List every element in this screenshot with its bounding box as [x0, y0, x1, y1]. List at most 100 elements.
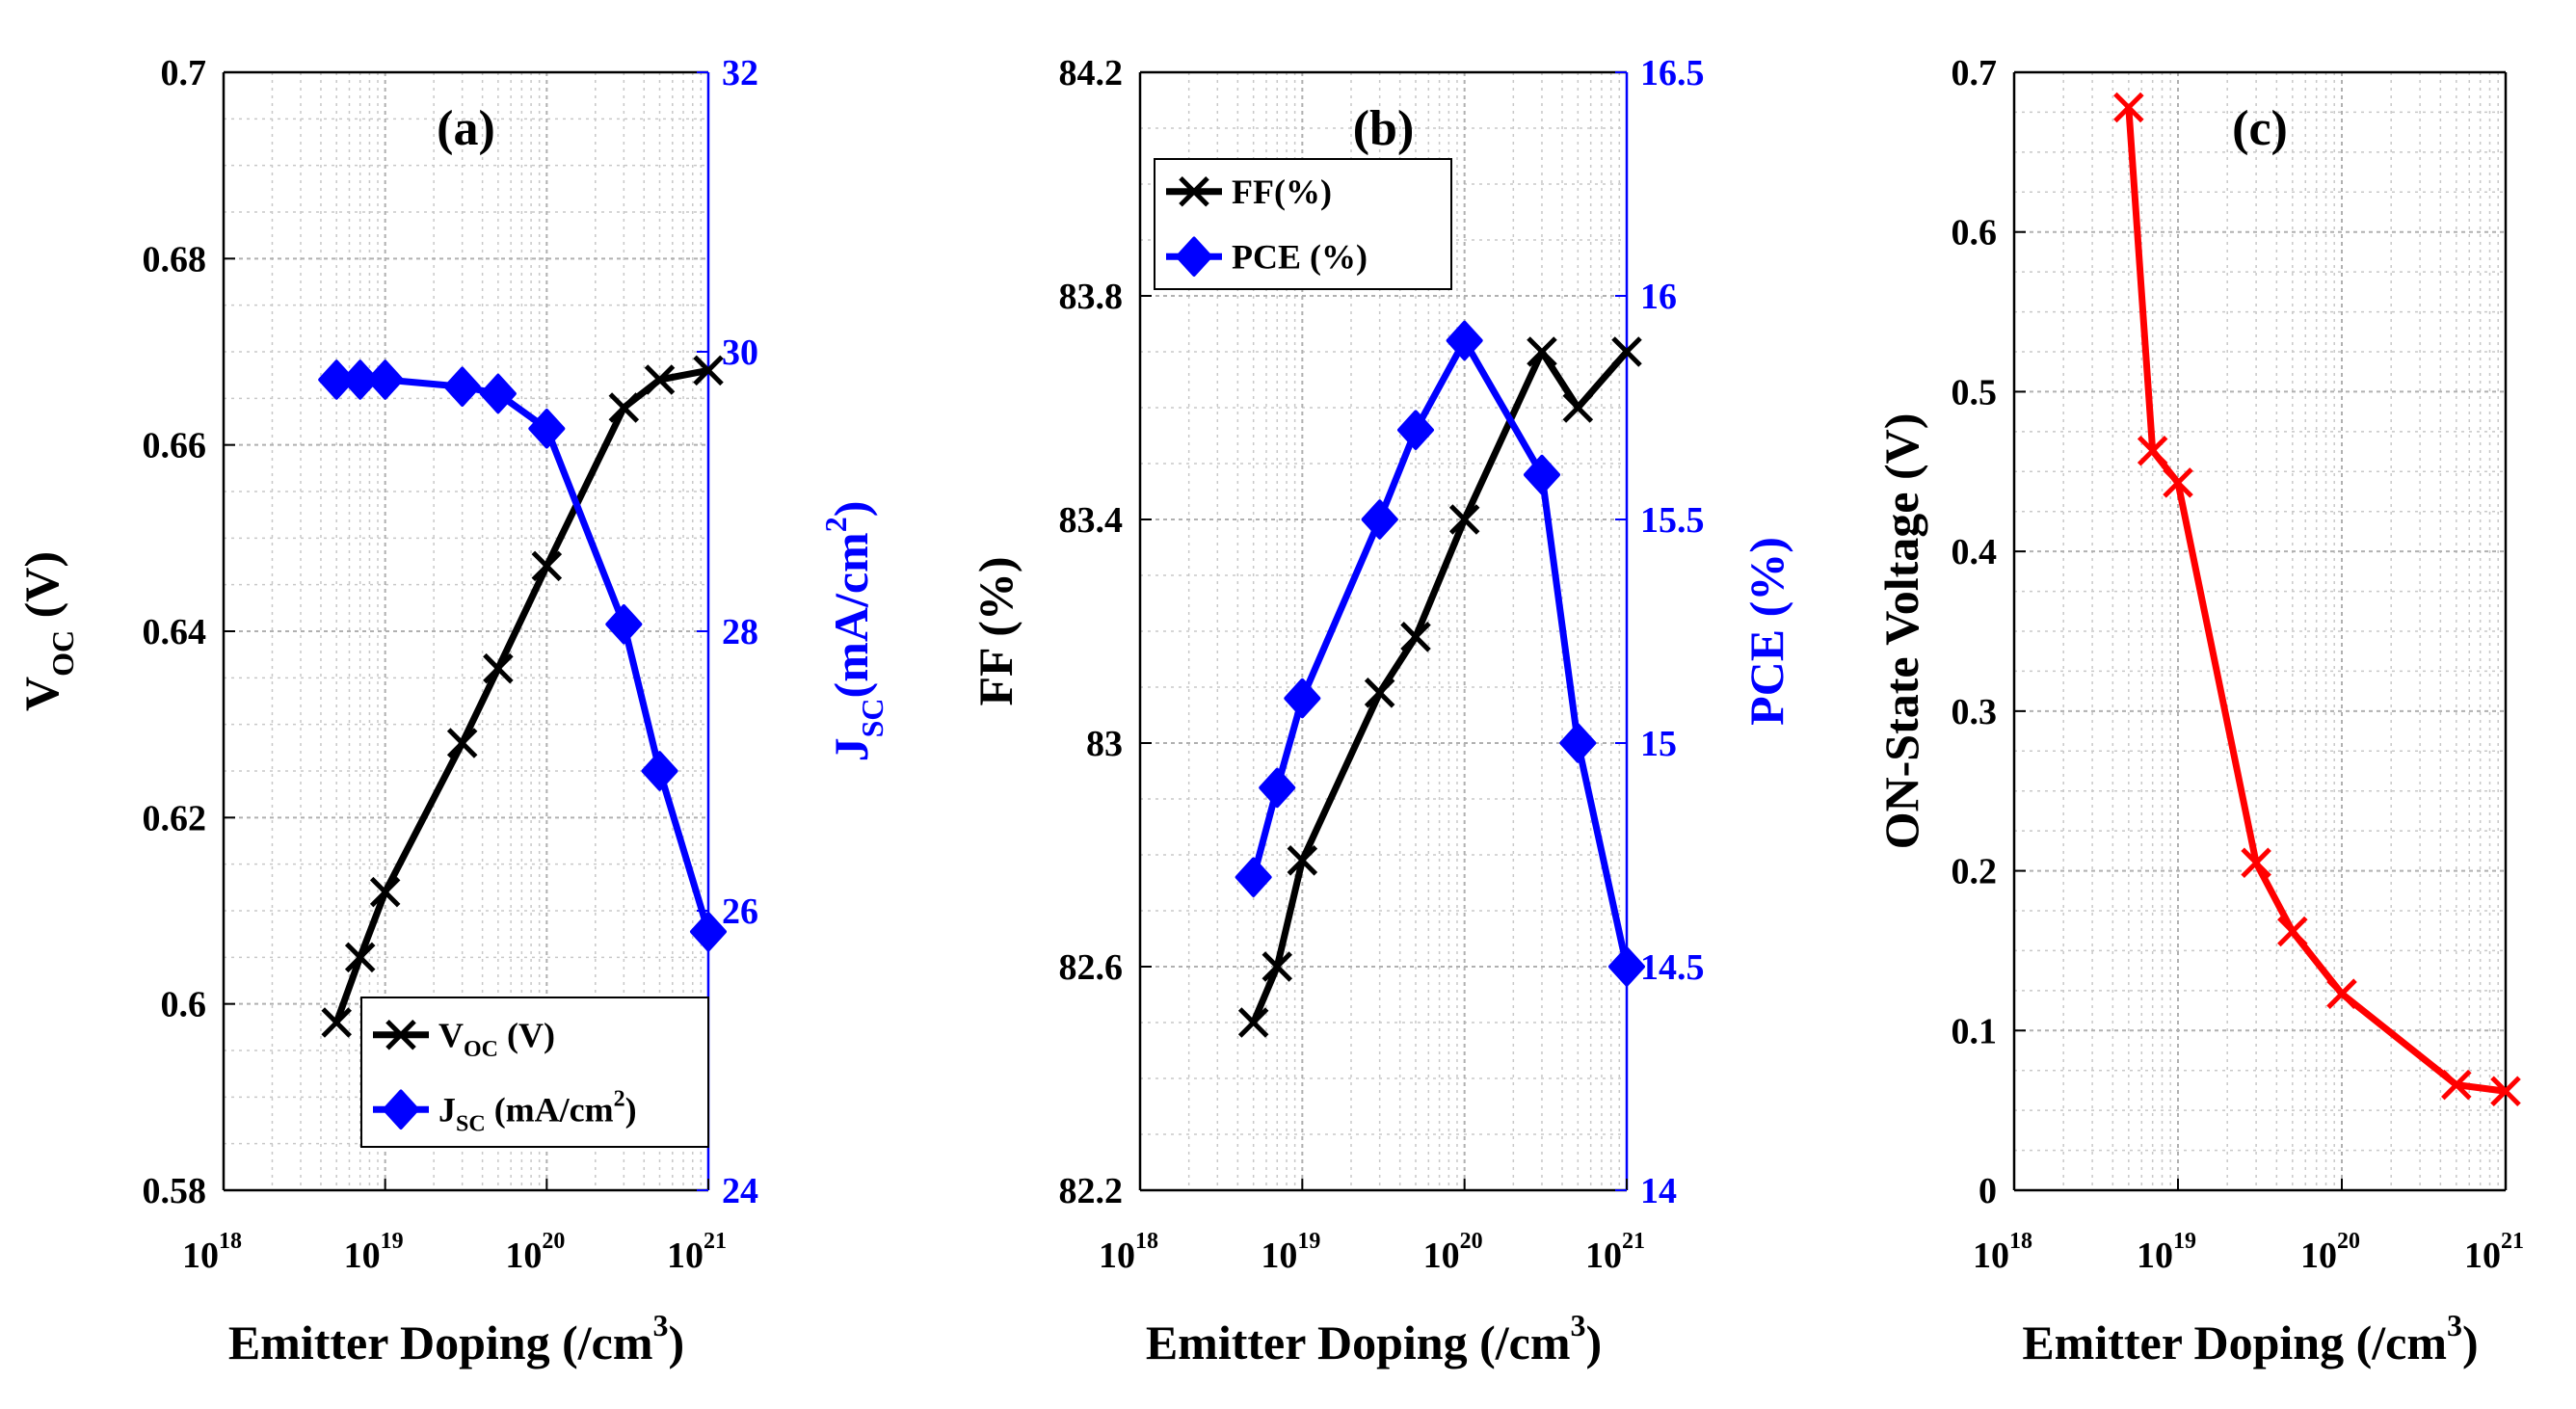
marker-stroke	[369, 876, 401, 908]
x-tick-label: 1021	[1585, 1229, 1645, 1276]
x-tick-exponent: 18	[219, 1229, 242, 1254]
y-tick-label-left: 0.64	[143, 612, 207, 652]
data-point	[1259, 767, 1296, 809]
x-axis-label-close: )	[2462, 1316, 2479, 1369]
y-axis-label-left: VOC (V)	[14, 551, 80, 711]
data-point	[1446, 320, 1483, 361]
data-point	[1287, 845, 1318, 876]
y-tick-label-left: 0.1	[1952, 1011, 1998, 1051]
data-point	[1608, 946, 1645, 987]
y-tick-label-right: 16	[1640, 277, 1677, 317]
marker-stroke	[1527, 336, 1557, 367]
panel-title: (a)	[437, 101, 495, 156]
data-point	[2277, 916, 2308, 947]
legend-label-text: V	[438, 1016, 464, 1054]
data-point	[479, 373, 517, 414]
data-point	[2441, 1069, 2472, 1101]
y-tick-label-left: 0.2	[1952, 852, 1998, 892]
x-tick-exponent: 20	[1460, 1229, 1483, 1254]
legend-marker	[385, 1019, 416, 1050]
series-1	[321, 355, 724, 1038]
marker-stroke	[608, 392, 640, 423]
x-tick-exponent: 18	[2009, 1229, 2032, 1254]
data-point	[1527, 336, 1557, 367]
marker-stroke	[1179, 175, 1209, 207]
marker-stroke	[1562, 392, 1594, 423]
legend-marker	[1176, 236, 1212, 277]
data-point	[443, 366, 481, 407]
x-axis-label: Emitter Doping (/cm3)	[1146, 1308, 1602, 1369]
y-tick-label-left: 0.66	[143, 426, 207, 466]
legend-label-subscript: SC	[456, 1111, 486, 1136]
x-tick-base: 10	[1973, 1236, 2009, 1276]
legend-box	[360, 997, 709, 1148]
y-tick-label-right: 30	[722, 332, 758, 373]
data-point	[1611, 336, 1642, 367]
legend-label-rest: (mA/cm	[486, 1090, 614, 1129]
x-tick-base: 10	[1585, 1236, 1622, 1276]
x-tick-label: 1018	[1099, 1229, 1158, 1276]
x-tick-base: 10	[344, 1236, 381, 1276]
x-tick-label: 1019	[344, 1229, 404, 1276]
marker-stroke	[2490, 1076, 2521, 1107]
data-point	[344, 942, 376, 973]
data-point	[2326, 978, 2357, 1009]
y-axis-label-left-subscript: OC	[45, 630, 80, 677]
data-point	[690, 912, 727, 952]
marker-stroke	[2241, 847, 2271, 879]
marker-stroke	[1261, 951, 1293, 982]
y-tick-label-left: 83.4	[1059, 500, 1124, 541]
x-tick-label: 1019	[1261, 1229, 1320, 1276]
legend-label: FF(%)	[1232, 173, 1332, 211]
marker-stroke	[2326, 978, 2357, 1009]
data-point	[1400, 622, 1431, 652]
x-tick-exponent: 21	[1622, 1229, 1645, 1254]
x-tick-label: 1020	[2300, 1229, 2360, 1276]
y-axis-label-left-text: V	[14, 677, 68, 711]
y-axis-label-right-rest: (mA/cm	[824, 532, 878, 698]
x-tick-base: 10	[1261, 1236, 1297, 1276]
data-point	[608, 392, 640, 423]
x-axis-label: Emitter Doping (/cm3)	[2022, 1308, 2478, 1369]
y-tick-label-left: 0	[1978, 1171, 1997, 1211]
data-point	[1364, 678, 1395, 708]
x-tick-label: 1020	[1423, 1229, 1483, 1276]
y-tick-label-left: 83	[1086, 724, 1123, 764]
x-tick-base: 10	[1423, 1236, 1460, 1276]
legend-label: JSC (mA/cm2)	[438, 1086, 637, 1136]
x-tick-exponent: 19	[1297, 1229, 1320, 1254]
y-axis-label-left-text: FF (%)	[969, 556, 1022, 705]
y-axis-label-left-rest: (V)	[14, 551, 68, 630]
data-point	[2241, 847, 2271, 879]
x-axis-label-text: Emitter Doping (/cm	[2022, 1316, 2447, 1369]
x-tick-exponent: 18	[1135, 1229, 1158, 1254]
x-tick-label: 1021	[667, 1229, 727, 1276]
legend-label-text: J	[438, 1090, 456, 1129]
legend-label-subscript: OC	[464, 1037, 498, 1062]
y-tick-label-left: 0.4	[1952, 532, 1998, 572]
y-tick-label-left: 83.8	[1059, 277, 1124, 317]
x-tick-base: 10	[1099, 1236, 1135, 1276]
data-point	[366, 359, 404, 400]
y-tick-label-left: 0.7	[161, 53, 207, 93]
y-tick-label-left: 82.2	[1059, 1171, 1124, 1211]
y-tick-label-left: 0.68	[143, 239, 207, 279]
panel-title: (c)	[2232, 101, 2288, 156]
marker-stroke	[2441, 1069, 2472, 1101]
panel-title: (b)	[1353, 101, 1415, 156]
data-point	[1361, 499, 1398, 540]
legend: VOC (V) JSC (mA/cm2)	[360, 997, 709, 1148]
y-tick-label-left: 0.6	[1952, 213, 1998, 253]
y-tick-label-right: 14.5	[1640, 947, 1705, 988]
x-axis-label-close: )	[1586, 1316, 1603, 1369]
data-point	[605, 604, 643, 645]
legend: FF(%) PCE (%)	[1154, 158, 1452, 290]
data-point	[1562, 392, 1594, 423]
x-tick-label: 1018	[182, 1229, 242, 1276]
x-tick-base: 10	[2464, 1236, 2501, 1276]
x-axis-label-text: Emitter Doping (/cm	[228, 1316, 653, 1369]
y-tick-label-right: 24	[722, 1171, 758, 1211]
data-point	[1523, 454, 1560, 495]
marker-stroke	[2137, 435, 2168, 466]
x-tick-label: 1021	[2464, 1229, 2524, 1276]
